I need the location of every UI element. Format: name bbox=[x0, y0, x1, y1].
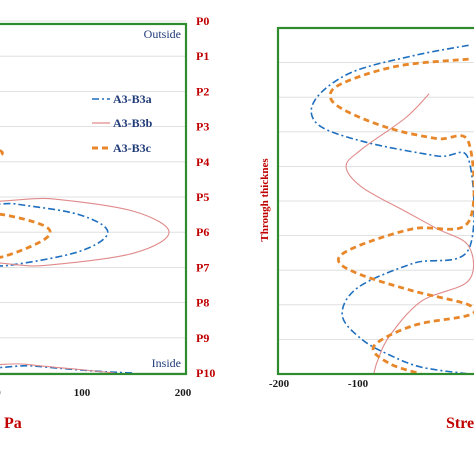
left-x-ticks: 0 100 200 bbox=[0, 387, 192, 399]
p-label-p9: P9 bbox=[196, 331, 209, 345]
left-series-a3-b3c bbox=[0, 149, 52, 259]
left-series-group bbox=[0, 149, 170, 374]
right-series-a3-b3c bbox=[328, 57, 474, 374]
legend-label-a3-b3b: A3-B3b bbox=[113, 116, 153, 130]
p-label-p8: P8 bbox=[196, 296, 209, 310]
right-x-ticks: -200 -100 bbox=[269, 378, 369, 390]
left-x-tick-label: 0 bbox=[0, 387, 1, 399]
left-x-axis-title: Pa bbox=[4, 415, 22, 432]
right-gridlines bbox=[278, 62, 474, 340]
legend: A3-B3a A3-B3b A3-B3c bbox=[92, 92, 153, 155]
p-label-p1: P1 bbox=[196, 49, 209, 63]
right-chart: -200 -100 Through thicknes Stre bbox=[259, 26, 474, 432]
right-x-tick-label: -100 bbox=[348, 378, 369, 390]
right-series-a3-b3a bbox=[310, 44, 474, 374]
left-x-tick-label: 200 bbox=[175, 387, 192, 399]
p-label-p6: P6 bbox=[196, 225, 209, 239]
inside-label: Inside bbox=[152, 356, 181, 370]
left-p-labels: P0 P1 P2 P3 P4 P5 P6 P7 P8 P9 P10 bbox=[196, 14, 215, 380]
p-label-p10: P10 bbox=[196, 366, 215, 380]
p-label-p2: P2 bbox=[196, 84, 209, 98]
p-label-p5: P5 bbox=[196, 190, 209, 204]
right-y-axis-title: Through thicknes bbox=[259, 158, 271, 242]
right-series-group bbox=[310, 44, 474, 374]
left-gridlines bbox=[0, 20, 186, 374]
legend-label-a3-b3c: A3-B3c bbox=[113, 141, 152, 155]
p-label-p4: P4 bbox=[196, 155, 209, 169]
p-label-p7: P7 bbox=[196, 260, 209, 274]
right-x-tick-label: -200 bbox=[269, 378, 290, 390]
p-label-p0: P0 bbox=[196, 14, 209, 28]
left-x-tick-label: 100 bbox=[74, 387, 91, 399]
right-x-axis-title: Stre bbox=[446, 415, 474, 432]
left-series-a3-b3a bbox=[0, 202, 134, 374]
outside-label: Outside bbox=[144, 27, 181, 41]
right-plot-border bbox=[276, 26, 474, 376]
left-series-a3-b3b bbox=[0, 197, 170, 374]
legend-label-a3-b3a: A3-B3a bbox=[113, 92, 152, 106]
p-label-p3: P3 bbox=[196, 120, 209, 134]
left-plot-border bbox=[0, 22, 188, 376]
